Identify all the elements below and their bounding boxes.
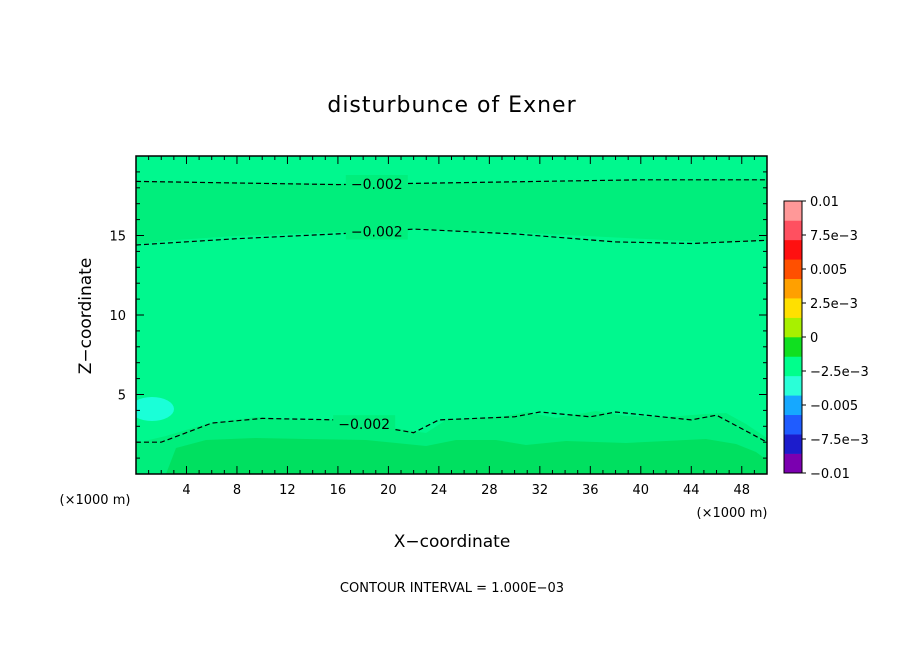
- contour-line: [136, 228, 767, 246]
- colorbar: [783, 200, 803, 474]
- x-tick-label: 12: [279, 483, 296, 498]
- colorbar-label: 7.5e−3: [810, 229, 858, 244]
- x-tick-labels: 4 8 12 16 20 24 28 32 36 40 44 48: [182, 483, 750, 498]
- axis-ticks: [136, 156, 767, 474]
- contour-label: −0.002: [351, 177, 403, 193]
- x-tick-label: 28: [481, 483, 498, 498]
- y-tick-label: 5: [118, 389, 126, 404]
- colorbar-swatch: [784, 220, 802, 241]
- y-axis-label: Z−coordinate: [76, 258, 96, 375]
- colorbar-label: −0.005: [810, 399, 858, 414]
- x-tick-label: 24: [431, 483, 448, 498]
- y-tick-label: 10: [109, 309, 126, 324]
- colorbar-swatch: [784, 278, 802, 299]
- x-tick-label: 44: [683, 483, 700, 498]
- contour-label-bg: [333, 415, 396, 433]
- contour-interval-note: CONTOUR INTERVAL = 1.000E−03: [340, 581, 564, 596]
- colorbar-swatch: [784, 395, 802, 416]
- colorbar-label: −2.5e−3: [810, 365, 869, 380]
- colorbar-label: 0: [810, 331, 818, 346]
- colorbar-label: −0.01: [810, 467, 850, 482]
- contour-line: [136, 411, 767, 443]
- x-tick-label: 20: [380, 483, 397, 498]
- y-tick-labels: 5 10 15: [109, 230, 126, 404]
- x-tick-label: 40: [633, 483, 650, 498]
- contour-label: −0.002: [351, 225, 403, 241]
- contour-label: −0.002: [338, 417, 390, 433]
- colorbar-swatch: [784, 298, 802, 318]
- x-unit-right: (×1000 m): [697, 506, 768, 521]
- field-near-surface: [166, 438, 767, 474]
- contour-lines: [136, 179, 767, 443]
- y-tick-label: 15: [109, 230, 126, 245]
- x-tick-label: 36: [582, 483, 599, 498]
- colorbar-label: −7.5e−3: [810, 433, 869, 448]
- colorbar-label: 2.5e−3: [810, 297, 858, 312]
- x-tick-label: 8: [233, 483, 241, 498]
- x-tick-label: 16: [330, 483, 347, 498]
- x-tick-label: 48: [733, 483, 750, 498]
- x-tick-label: 32: [532, 483, 549, 498]
- colorbar-swatch: [784, 259, 802, 280]
- colorbar-labels: 0.01 7.5e−3 0.005 2.5e−3 0 −2.5e−3 −0.005 −7.5e…: [802, 195, 869, 482]
- contour-label-bg: [345, 175, 408, 193]
- colorbar-swatch: [784, 201, 802, 221]
- colorbar-label: 0.01: [810, 195, 839, 210]
- colorbar-swatch: [784, 414, 802, 435]
- chart-title: disturbunce of Exner: [327, 93, 576, 118]
- colorbar-label: 0.005: [810, 263, 847, 278]
- contour-label-bg: [345, 222, 408, 240]
- x-unit-left: (×1000 m): [60, 493, 131, 508]
- contour-labels: −0.002 −0.002 −0.002: [333, 175, 408, 433]
- colorbar-swatch: [784, 453, 802, 474]
- colorbar-swatch: [784, 239, 802, 260]
- colorbar-swatch: [784, 434, 802, 454]
- colorbar-swatch: [784, 317, 802, 338]
- field-upper-band: [136, 179, 767, 244]
- contour-line: [136, 179, 767, 186]
- colorbar-swatch: [784, 375, 802, 396]
- colorbar-swatch: [784, 356, 802, 377]
- x-axis-label: X−coordinate: [394, 532, 511, 552]
- field-cyan-spot: [136, 397, 174, 421]
- x-tick-label: 4: [182, 483, 190, 498]
- colorbar-swatch: [784, 337, 802, 357]
- filled-field: [136, 156, 767, 474]
